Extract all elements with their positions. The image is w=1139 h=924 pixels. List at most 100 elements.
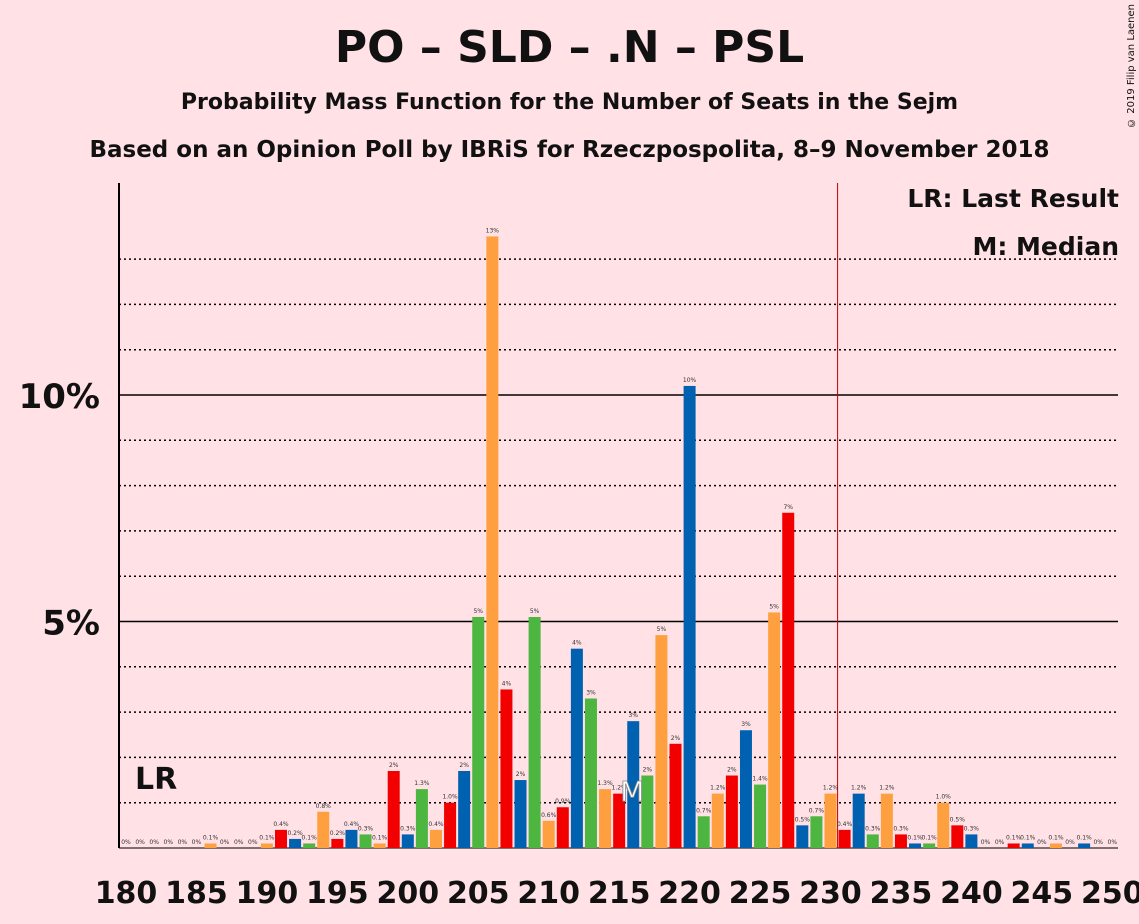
bar-value-label: 0.1% — [203, 834, 219, 841]
bar-value-label: 0.3% — [964, 825, 980, 832]
bar-value-label: 0.2% — [287, 830, 303, 837]
bar-value-label: 0% — [164, 839, 174, 846]
bar — [909, 843, 922, 848]
bar-value-label: 1.0% — [936, 794, 952, 801]
bar — [289, 838, 302, 848]
bar-value-label: 0.4% — [273, 821, 289, 828]
bar — [711, 793, 724, 848]
bar-value-label: 10% — [683, 377, 697, 384]
bar — [923, 843, 936, 848]
x-tick-label: 225 — [729, 876, 792, 911]
bar-value-label: 4% — [572, 640, 582, 647]
bar — [584, 698, 597, 848]
bar-value-label: 4% — [502, 680, 512, 687]
bar — [641, 775, 654, 848]
bar — [274, 829, 287, 848]
bar — [965, 834, 978, 848]
x-tick-label: 215 — [588, 876, 651, 911]
bar — [739, 730, 752, 848]
bar-value-label: 0.3% — [400, 825, 416, 832]
bar — [866, 834, 879, 848]
bar — [824, 793, 837, 848]
bar-value-label: 0% — [995, 839, 1005, 846]
bar-value-label: 3% — [741, 721, 751, 728]
chart-subtitle: Probability Mass Function for the Number… — [180, 90, 959, 115]
chart-source-note: Based on an Opinion Poll by IBRiS for Rz… — [89, 137, 1050, 163]
x-tick-label: 210 — [517, 876, 580, 911]
x-tick-label: 230 — [799, 876, 862, 911]
bar-value-label: 0.1% — [259, 834, 275, 841]
bar-value-label: 0.2% — [330, 830, 346, 837]
bar-value-label: 0% — [135, 839, 145, 846]
bar — [852, 793, 865, 848]
bar — [429, 829, 442, 848]
bar-value-label: 2% — [516, 771, 526, 778]
chart-title: PO – SLD – .N – PSL — [334, 22, 805, 73]
bar-value-label: 1.0% — [442, 794, 458, 801]
bar — [810, 816, 823, 848]
bar — [599, 789, 612, 848]
bar-value-label: 2% — [643, 767, 653, 774]
bar — [570, 648, 583, 848]
bar — [542, 820, 555, 848]
bar-value-label: 0.5% — [950, 816, 966, 823]
bar — [655, 635, 668, 848]
bar — [345, 829, 358, 848]
bar-value-label: 0.7% — [696, 807, 712, 814]
bar — [754, 784, 767, 848]
bar-value-label: 1.2% — [612, 785, 628, 792]
bar — [1078, 843, 1091, 848]
bar — [303, 843, 316, 848]
bar — [697, 816, 710, 848]
x-tick-label: 220 — [658, 876, 721, 911]
bar — [880, 793, 893, 848]
bar-value-label: 1.2% — [879, 785, 895, 792]
bar — [486, 236, 499, 848]
bar-value-label: 0.9% — [555, 798, 571, 805]
last-result-marker: LR — [135, 762, 177, 797]
bar — [387, 770, 400, 848]
bar — [768, 612, 781, 848]
bar-value-label: 0% — [178, 839, 188, 846]
x-tick-label: 205 — [447, 876, 510, 911]
bar — [331, 838, 344, 848]
y-tick-label: 5% — [42, 604, 100, 644]
bar-value-label: 0% — [1108, 839, 1118, 846]
bar-value-label: 0.5% — [795, 816, 811, 823]
x-tick-label: 250 — [1081, 876, 1139, 911]
bar-value-label: 0% — [121, 839, 131, 846]
bar — [725, 775, 738, 848]
bar — [260, 843, 273, 848]
bar-value-label: 0.4% — [428, 821, 444, 828]
x-tick-label: 180 — [95, 876, 158, 911]
median-marker: M — [620, 775, 644, 808]
bar-value-label: 0% — [248, 839, 258, 846]
bar-value-label: 0.7% — [809, 807, 825, 814]
bar-value-label: 0% — [192, 839, 202, 846]
bar-value-label: 0.6% — [541, 812, 557, 819]
bar-value-label: 5% — [473, 608, 483, 615]
bar-value-label: 1.2% — [710, 785, 726, 792]
bar-value-label: 0.1% — [372, 834, 388, 841]
bar — [472, 616, 485, 848]
bar — [894, 834, 907, 848]
bar-value-label: 5% — [530, 608, 540, 615]
bar-value-label: 0% — [1065, 839, 1075, 846]
bar — [458, 770, 471, 848]
bar — [937, 802, 950, 848]
bar-value-label: 7% — [783, 504, 793, 511]
bar — [1007, 843, 1020, 848]
bar-value-label: 0% — [234, 839, 244, 846]
bar — [401, 834, 414, 848]
bar — [613, 793, 626, 848]
bar — [528, 616, 541, 848]
bar-value-label: 1.2% — [851, 785, 867, 792]
bar — [556, 807, 569, 848]
bar-value-label: 0% — [149, 839, 159, 846]
x-tick-label: 245 — [1011, 876, 1074, 911]
bar — [514, 780, 527, 848]
bar-value-label: 2% — [459, 762, 469, 769]
bar-value-label: 0.8% — [316, 803, 332, 810]
bar — [1049, 843, 1062, 848]
